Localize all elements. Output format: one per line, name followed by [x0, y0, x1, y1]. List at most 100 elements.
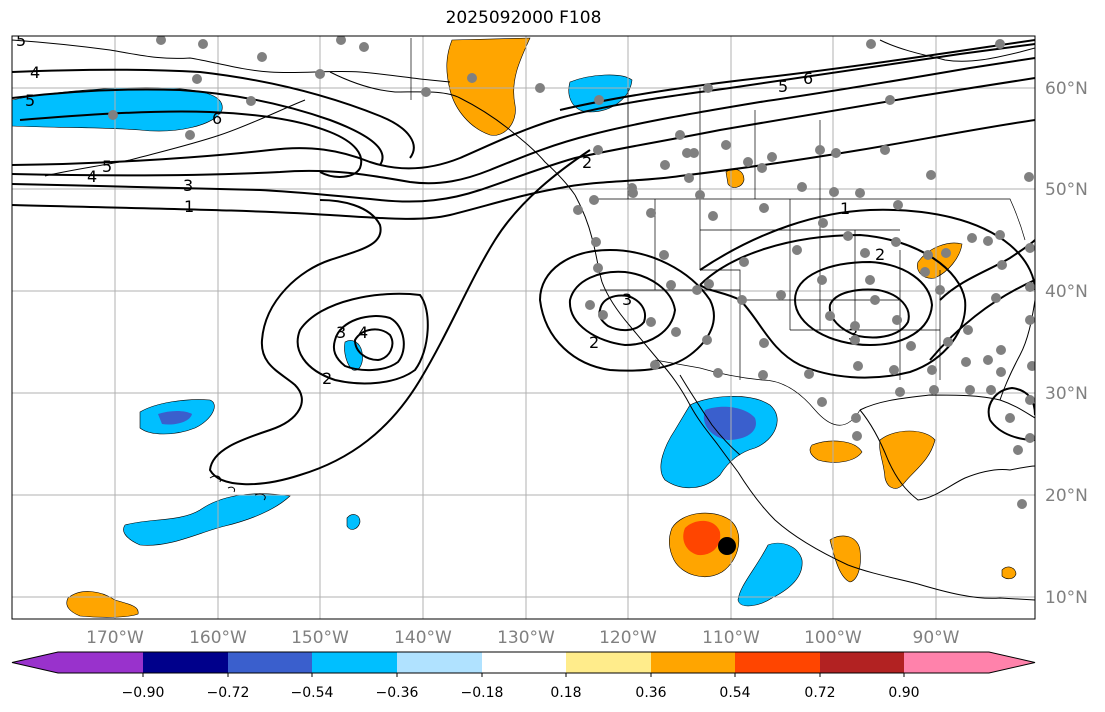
- borders: [410, 38, 1026, 426]
- contour-3-main: [12, 77, 1035, 203]
- lat-label: 40°N: [1045, 282, 1088, 302]
- colorbar-tick-label: 0.18: [550, 685, 581, 701]
- contour-3-east-low: [793, 260, 934, 347]
- colorbar-tick-label: 0.54: [719, 685, 750, 701]
- contour-label: 2: [875, 245, 885, 264]
- lat-label: 10°N: [1045, 588, 1088, 608]
- contour-label: 1: [840, 199, 850, 218]
- colorbar-segment: [566, 652, 651, 673]
- shade-negative-pacific-west-dark: [158, 411, 192, 425]
- lon-label: 140°W: [394, 628, 452, 648]
- station-dots: [108, 36, 1035, 509]
- contour-label: 6: [803, 69, 813, 88]
- colorbar-tick-label: −0.54: [291, 685, 334, 701]
- latitude-labels: 60°N 50°N 40°N 30°N 20°N 10°N: [1045, 79, 1088, 608]
- colorbar-segment: [143, 652, 228, 673]
- lon-label: 170°W: [86, 628, 144, 648]
- shade-negative-small-b: [346, 514, 361, 530]
- contour-1-main: [12, 119, 1035, 220]
- colorbar-tick-label: −0.90: [122, 685, 165, 701]
- lon-label: 110°W: [702, 628, 760, 648]
- coast-alaska: [12, 39, 451, 83]
- colorbar-segment: [58, 652, 143, 673]
- coast-gulf-mexico: [859, 409, 1035, 501]
- shade-positive-small-canada: [725, 168, 745, 188]
- lat-label: 50°N: [1045, 180, 1088, 200]
- coast-baja: [659, 361, 741, 473]
- colorbar-tick-label: 0.72: [804, 685, 835, 701]
- contour-label: 5: [16, 31, 26, 50]
- contour-4-east-low: [828, 288, 910, 339]
- contour-label: 5: [102, 157, 112, 176]
- coast-hudson: [879, 39, 1035, 62]
- coast-alaska-peninsula: [44, 99, 306, 177]
- contour-label: 2: [582, 153, 592, 172]
- contour-5-low-pacific: [353, 328, 394, 362]
- colorbar-tick-label: −0.72: [207, 685, 250, 701]
- shade-positive-alaska: [446, 37, 531, 136]
- contour-label: 3: [622, 290, 632, 309]
- contour-3-low-pacific: [296, 292, 429, 385]
- coast-west-usa: [574, 194, 661, 363]
- contour-label: 2: [322, 369, 332, 388]
- contour-4-main: [12, 57, 1035, 185]
- contour-label: 3: [183, 176, 193, 195]
- contours: [12, 39, 1035, 486]
- lon-label: 90°W: [913, 628, 960, 648]
- contour-label: 2: [589, 333, 599, 352]
- contour-5-main: [12, 43, 1035, 170]
- contour-label: 1: [184, 197, 194, 216]
- colorbar-tick-labels: −0.90 −0.72 −0.54 −0.36 −0.18 0.18 0.36 …: [122, 685, 920, 701]
- shade-positive-texas: [809, 440, 863, 463]
- contour-5-upper: [12, 88, 384, 166]
- shade-negative-aleutians: [12, 87, 223, 132]
- colorbar-tick-label: −0.36: [376, 685, 419, 701]
- coast-gulf-north: [859, 394, 1035, 419]
- colorbar-tick-label: 0.36: [635, 685, 666, 701]
- shade-positive-hurricane-core: [683, 520, 721, 556]
- contour-label: 4: [358, 323, 368, 342]
- lat-label: 20°N: [1045, 486, 1088, 506]
- lon-label: 160°W: [189, 628, 247, 648]
- shade-positive-gulf: [879, 430, 936, 489]
- coast-gulf-alaska: [329, 71, 576, 196]
- colorbar-segment: [312, 652, 397, 673]
- map-title: 2025092000 F108: [445, 8, 602, 28]
- graticule: [12, 36, 1035, 619]
- contour-label: 3: [848, 325, 858, 344]
- colorbar-segment: [397, 652, 482, 673]
- border-canada-prov: [627, 88, 821, 199]
- contour-labels: 5 4 5 6 5 4 3 1 6 5 2 2 3 3 4 2 3 2 1: [16, 31, 885, 388]
- shade-positive-sw-corner: [66, 591, 139, 618]
- colorbar-segment: [735, 652, 820, 673]
- colorbar-segment: [904, 652, 989, 673]
- shade-positive-mexico-s: [829, 535, 861, 583]
- colorbar-segment: [482, 652, 566, 673]
- lon-label: 130°W: [497, 628, 555, 648]
- shade-negative-hawaii: [123, 493, 291, 546]
- contour-label: 4: [87, 167, 97, 186]
- shaded-fields: [12, 37, 1017, 618]
- contour-6-main: [19, 39, 1035, 178]
- lon-label: 120°W: [599, 628, 657, 648]
- storm-center-marker: [718, 537, 736, 555]
- border-us-mexico: [654, 359, 861, 426]
- colorbar-segment: [651, 652, 735, 673]
- coast-mexico-pacific: [737, 471, 1035, 601]
- contour-label: 5: [25, 91, 35, 110]
- colorbar: [11, 651, 1036, 677]
- colorbar-tick-label: 0.90: [888, 685, 919, 701]
- colorbar-segment: [820, 652, 904, 673]
- contour-2-east-low: [699, 233, 967, 379]
- colorbar-extend-max: [989, 652, 1035, 673]
- border-canada-us: [595, 198, 1026, 241]
- colorbar-tick-label: −0.18: [461, 685, 504, 701]
- contour-1-east: [699, 208, 1035, 291]
- contour-2-trough: [208, 149, 591, 486]
- longitude-labels: 170°W 160°W 150°W 140°W 130°W 120°W 110°…: [86, 628, 960, 648]
- shade-negative-east-pacific: [737, 542, 803, 607]
- lat-label: 60°N: [1045, 79, 1088, 99]
- contour-label: 3: [336, 323, 346, 342]
- contour-label: 6: [212, 109, 222, 128]
